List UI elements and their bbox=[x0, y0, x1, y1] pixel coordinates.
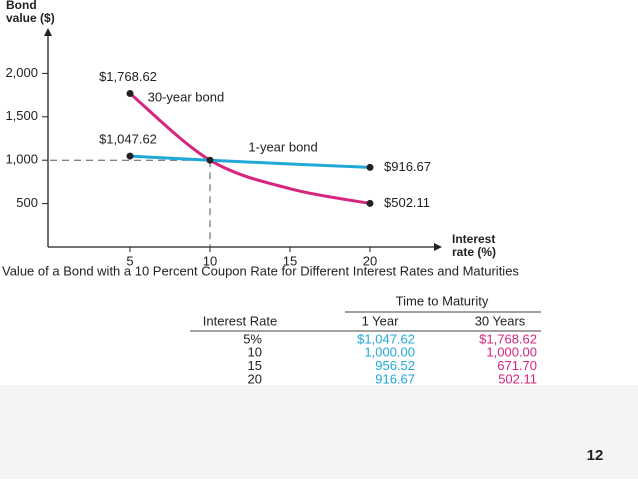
table-cell: 20 bbox=[248, 371, 262, 386]
table-cell: 1,000.00 bbox=[486, 345, 537, 360]
point bbox=[366, 163, 374, 171]
y-tick-label: 2,000 bbox=[5, 65, 38, 80]
x-axis-arrow bbox=[434, 243, 442, 251]
series-line bbox=[129, 92, 371, 205]
footer-band bbox=[0, 385, 638, 479]
y-axis-title: value ($) bbox=[6, 11, 55, 25]
table-cell: $1,768.62 bbox=[479, 331, 537, 346]
table-cell: 15 bbox=[248, 358, 262, 373]
y-tick-label: 500 bbox=[16, 195, 38, 210]
series-line bbox=[129, 154, 371, 169]
y-tick-label: 1,000 bbox=[5, 152, 38, 167]
table-cell: 1,000.00 bbox=[364, 345, 415, 360]
series-name: 30-year bond bbox=[148, 89, 225, 104]
value-label: $916.67 bbox=[384, 159, 431, 174]
x-tick-label: 20 bbox=[363, 253, 377, 268]
series-name: 1-year bond bbox=[248, 139, 317, 154]
reference-point bbox=[206, 156, 214, 164]
value-label: $502.11 bbox=[384, 195, 430, 210]
page-number: 12 bbox=[587, 447, 604, 464]
column-header: 1 Year bbox=[362, 313, 400, 328]
table-cell: 5% bbox=[243, 331, 262, 346]
column-header: Interest Rate bbox=[203, 313, 277, 328]
x-axis-title: Interest bbox=[452, 232, 495, 246]
table-cell: 10 bbox=[248, 345, 262, 360]
y-axis-arrow bbox=[44, 28, 52, 36]
caption: Value of a Bond with a 10 Percent Coupon… bbox=[2, 263, 519, 278]
value-label: $1,768.62 bbox=[99, 69, 157, 84]
x-tick-label: 15 bbox=[283, 253, 297, 268]
point bbox=[366, 199, 374, 207]
table-cell: 956.52 bbox=[375, 358, 415, 373]
table-cell: $1,047.62 bbox=[357, 331, 415, 346]
x-axis-title: rate (%) bbox=[452, 245, 496, 259]
y-axis-title: Bond bbox=[6, 0, 37, 12]
value-label: $1,047.62 bbox=[99, 132, 157, 147]
column-header: 30 Years bbox=[475, 313, 526, 328]
table-title: Time to Maturity bbox=[396, 293, 489, 308]
point bbox=[126, 152, 134, 160]
x-tick-label: 10 bbox=[203, 253, 217, 268]
table-cell: 671.70 bbox=[497, 358, 537, 373]
y-tick-label: 1,500 bbox=[5, 108, 38, 123]
table-cell: 916.67 bbox=[375, 371, 415, 386]
x-tick-label: 5 bbox=[126, 253, 133, 268]
table-cell: 502.11 bbox=[498, 371, 537, 386]
point bbox=[126, 89, 134, 97]
